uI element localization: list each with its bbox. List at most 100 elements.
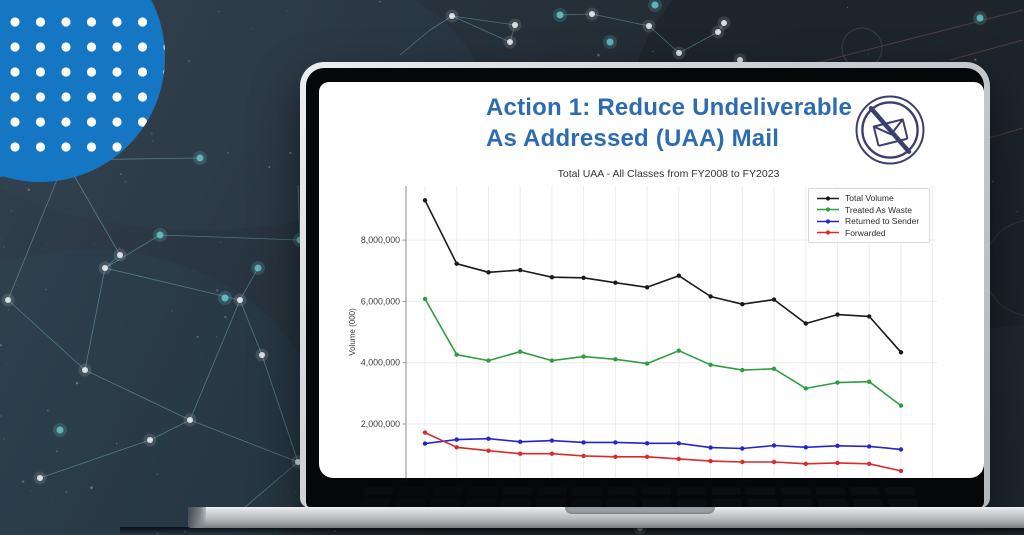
bg-speckle <box>80 192 82 193</box>
bg-speckle <box>272 164 274 166</box>
keyboard-key <box>852 498 884 508</box>
grid-dot <box>61 17 71 27</box>
legend-label: Total Volume <box>845 193 894 203</box>
bg-node <box>259 352 265 358</box>
grid-dot <box>10 42 20 52</box>
bg-speckle <box>251 28 253 30</box>
keyboard-key <box>849 487 881 496</box>
data-point <box>454 352 459 357</box>
series-line <box>424 199 902 353</box>
grid-dot <box>10 17 20 27</box>
data-point <box>708 445 713 450</box>
bg-speckle <box>220 241 222 243</box>
bg-node <box>147 437 153 443</box>
bg-speckle <box>151 139 154 142</box>
data-point <box>803 321 808 326</box>
bg-network-line <box>239 299 263 356</box>
grid-dot <box>86 117 97 127</box>
grid-dot <box>86 67 97 77</box>
bg-speckle <box>55 450 59 453</box>
grid-dot <box>137 42 148 52</box>
laptop-screen: Action 1: Reduce Undeliverable As Addres… <box>319 82 984 478</box>
chart-title: Total UAA - All Classes from FY2008 to F… <box>557 168 780 180</box>
y-tick-label: 4,000,000 <box>361 358 400 368</box>
data-point <box>422 296 428 302</box>
series-line <box>424 298 902 407</box>
keyboard-key <box>676 487 707 496</box>
data-point <box>644 441 650 446</box>
bg-network-line <box>189 419 299 463</box>
keyboard-key <box>500 498 532 508</box>
data-point <box>835 380 840 385</box>
data-point <box>549 358 555 363</box>
data-point <box>518 451 523 456</box>
keyboard-key <box>642 487 672 496</box>
grid-dot <box>86 142 97 152</box>
laptop-keyboard-area <box>341 484 950 508</box>
bg-speckle <box>224 315 227 319</box>
data-point <box>613 280 618 285</box>
bg-node <box>254 264 262 272</box>
bg-speckle <box>21 480 25 483</box>
data-point <box>676 273 681 278</box>
keyboard-key <box>502 487 533 496</box>
uaa-line-chart: 2,000,000 4,000,000 6,000,000 8,000,000 Volu… <box>348 186 937 478</box>
bg-speckle <box>150 132 153 135</box>
bg-speckle <box>3 246 5 248</box>
bg-speckle <box>120 173 123 176</box>
data-point <box>549 438 555 443</box>
bg-network-line <box>261 354 299 463</box>
keyboard-key <box>780 487 811 496</box>
grid-dot <box>86 17 97 27</box>
bg-network-line <box>399 29 431 56</box>
keyboard-key <box>745 487 776 496</box>
grid-dot <box>112 117 122 127</box>
keyboard-key <box>465 498 496 508</box>
bg-speckle <box>0 344 3 347</box>
bg-network-line <box>429 15 453 31</box>
bg-network-line <box>451 15 511 43</box>
data-point <box>867 314 872 319</box>
data-point <box>771 443 777 448</box>
laptop-base-notch <box>565 507 715 514</box>
bg-node <box>976 14 984 22</box>
grid-dot <box>10 92 20 102</box>
bg-network-line <box>451 15 516 26</box>
dot-grid <box>10 17 165 152</box>
data-point <box>644 285 650 290</box>
bg-speckle <box>118 247 121 249</box>
grid-dot <box>137 92 148 102</box>
bg-node <box>37 475 43 481</box>
data-point <box>549 275 555 280</box>
bg-speckle <box>65 490 68 494</box>
legend-marker <box>817 196 839 201</box>
bg-speckle <box>867 53 869 55</box>
data-point <box>581 453 586 459</box>
data-point <box>867 461 872 466</box>
bg-node <box>721 20 727 26</box>
laptop-bezel: Action 1: Reduce Undeliverable As Addres… <box>306 68 984 508</box>
bg-network-line <box>104 254 121 269</box>
data-point <box>803 445 808 450</box>
slide-title-line2: As Addressed (UAA) Mail <box>486 125 780 152</box>
bg-speckle <box>106 225 108 227</box>
data-point <box>644 361 650 366</box>
bg-node <box>295 459 301 465</box>
grid-dot <box>61 117 71 127</box>
bg-speckle <box>10 210 13 212</box>
grid-dot <box>61 67 71 77</box>
laptop-base-left-cap <box>188 507 206 528</box>
data-point <box>676 441 681 446</box>
keyboard-key <box>362 487 395 496</box>
bg-speckle <box>16 284 19 286</box>
bg-node <box>82 367 88 373</box>
data-point <box>803 461 808 466</box>
data-point <box>676 456 681 462</box>
bg-network-line <box>39 439 151 479</box>
data-point <box>898 350 904 355</box>
data-point <box>740 446 745 451</box>
bg-node <box>589 11 595 17</box>
bg-network-line <box>591 13 650 27</box>
data-point <box>740 459 745 465</box>
bg-soft-shape <box>0 250 320 535</box>
